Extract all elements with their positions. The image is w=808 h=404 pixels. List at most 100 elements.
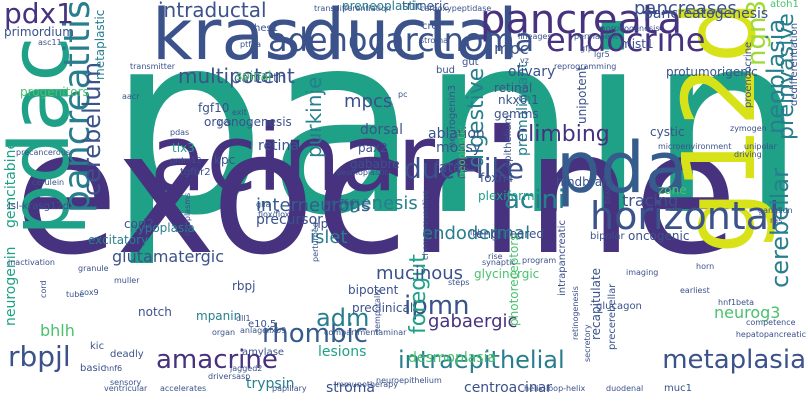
word-preclinical: preclinical xyxy=(352,301,414,316)
word-mpc: mpc xyxy=(494,38,529,58)
word-aacr: aacr xyxy=(122,92,140,102)
word-kpc: kpc xyxy=(214,153,236,168)
word-kic: kic xyxy=(90,340,105,352)
word-morphogenesis: morphogenesis xyxy=(598,24,660,34)
word-asc11: asc11 xyxy=(38,38,62,48)
word-trimeric: trimeric xyxy=(402,0,449,13)
word-organogenesis: organogenesis xyxy=(204,115,292,130)
word-exocrine: exocrine xyxy=(14,94,738,293)
word-tlx3: tlx3 xyxy=(172,141,195,156)
word-oncogenic: oncogenic xyxy=(628,229,690,244)
word-sox9: sox9 xyxy=(80,288,99,298)
word-cystic: cystic xyxy=(650,125,685,140)
word-glutamatergic: glutamatergic xyxy=(112,246,225,266)
word-e10-5: e10.5 xyxy=(248,318,277,330)
word-vz: vz xyxy=(520,56,529,66)
word-pancreases: pancreases xyxy=(634,0,737,19)
word-ain-76a: ain-76a xyxy=(324,198,355,208)
word-adm: adm xyxy=(316,304,370,333)
word-gababre: gababre xyxy=(350,157,400,172)
word-organ: organ xyxy=(212,328,236,338)
word-laminar: laminar xyxy=(376,328,407,338)
word-mpanin: mpanin xyxy=(196,309,242,324)
word-precerebellar: precerebellar xyxy=(607,283,618,350)
word-neuroepithelium: neuroepithelium xyxy=(376,376,442,386)
word-glia: glia xyxy=(256,200,271,210)
word-metaplasia: metaplasia xyxy=(662,344,806,375)
word-anlage: anlage xyxy=(240,326,268,336)
word-krasductal: krasductal xyxy=(152,0,518,76)
word-bhlh: bhlh xyxy=(40,320,75,340)
word-mpcs: mpcs xyxy=(344,91,393,113)
word-horn: horn xyxy=(696,262,715,272)
word-ipl: ipl xyxy=(470,228,480,238)
word-ptf1a: ptf1a xyxy=(240,40,262,50)
word-gemms: gemms xyxy=(494,107,539,122)
word-danforth: danforth xyxy=(234,71,286,86)
word-horizontal: horizontal xyxy=(590,193,780,238)
word-amylase: amylase xyxy=(242,346,285,358)
word-progenitors: progenitors xyxy=(20,85,89,100)
word-ventricular: ventricular xyxy=(104,384,148,394)
word-pancreatogenesis: pancreatogenesis xyxy=(644,5,769,22)
word-papillary: papillary xyxy=(272,384,307,394)
word-hnf1beta: hnf1beta xyxy=(718,298,755,308)
word-prdm13: prdm13 xyxy=(170,156,202,166)
word-mucinous: mucinous xyxy=(376,263,464,285)
word-chemopreventive: chemopreventive xyxy=(421,190,430,260)
word-panin: panin xyxy=(107,0,806,270)
word-zone: zone xyxy=(658,183,687,198)
word-driving: driving xyxy=(734,150,762,160)
word-cre: cre xyxy=(422,20,438,32)
word-deadly: deadly xyxy=(110,348,144,360)
word-neoplastic: neoplastic xyxy=(457,126,468,178)
word-pda: pda xyxy=(556,126,688,209)
word-dedifferentiation: dedifferentiation xyxy=(789,22,800,106)
word-protumorigenic: protumorigenic xyxy=(666,65,758,80)
word-immunotherapy: immunotherapy xyxy=(334,380,398,390)
word-photoreceptors: photoreceptors xyxy=(507,234,521,327)
word-intrapancreatic: intrapancreatic xyxy=(557,220,568,296)
word-competence: competence xyxy=(746,318,796,328)
word-intraepithelial: intraepithelial xyxy=(398,346,565,375)
word-retinal: retinal xyxy=(494,81,533,96)
word-hnf6: hnf6 xyxy=(104,364,123,374)
word-hepatopancreatic: hepatopancreatic xyxy=(735,330,806,340)
word-temporally: temporally xyxy=(373,288,382,332)
word-cerebellar: cerebellar xyxy=(766,168,794,288)
word-program: program xyxy=(522,256,557,266)
word-reprogramming: reprogramming xyxy=(554,62,617,72)
word-microenvironment: microenvironment xyxy=(658,142,732,152)
word-muller: muller xyxy=(114,276,140,286)
word-hindbrain: hindbrain xyxy=(556,175,614,190)
word-pcs: pcs xyxy=(218,118,232,128)
word-ablation: ablation xyxy=(428,125,485,142)
word-perturbed: perturbed xyxy=(311,222,320,262)
word-glycinergic: glycinergic xyxy=(474,267,540,282)
word-olivary: olivary xyxy=(508,63,556,80)
word-fgf10: fgf10 xyxy=(198,101,230,116)
word-islet: islet xyxy=(310,227,348,249)
word-neurogenin3: neurogenin3 xyxy=(447,84,458,148)
word-hes1: hes1 xyxy=(254,22,279,34)
word-lgr5: lgr5 xyxy=(594,50,610,60)
word-excitatory: excitatory xyxy=(88,233,149,248)
word-acini: acini xyxy=(504,184,566,215)
word-mossy: mossy xyxy=(436,139,482,156)
word-ras: ras xyxy=(770,216,783,226)
word-jagged2: jagged2 xyxy=(230,364,263,374)
word-cerulein: cerulein xyxy=(32,178,65,188)
word-rise: rise xyxy=(488,252,503,262)
word-lineages: lineages xyxy=(518,32,552,42)
word-tgfbr2: tgfbr2 xyxy=(180,166,211,178)
word-nkx6-1: nkx6.1 xyxy=(498,93,539,108)
word-fates: fates xyxy=(434,159,469,176)
word-stromal: stromal xyxy=(420,36,451,46)
word-climbing: climbing xyxy=(516,121,610,147)
word-unipotent: unipotent xyxy=(575,66,589,124)
word-endodermal: endodermal xyxy=(422,223,531,245)
word-acinar: acinar xyxy=(150,104,436,212)
word-interneurons: interneurons xyxy=(256,195,371,217)
word-muc1: muc1 xyxy=(664,382,692,394)
word-transmitter: transmitter xyxy=(130,62,176,72)
